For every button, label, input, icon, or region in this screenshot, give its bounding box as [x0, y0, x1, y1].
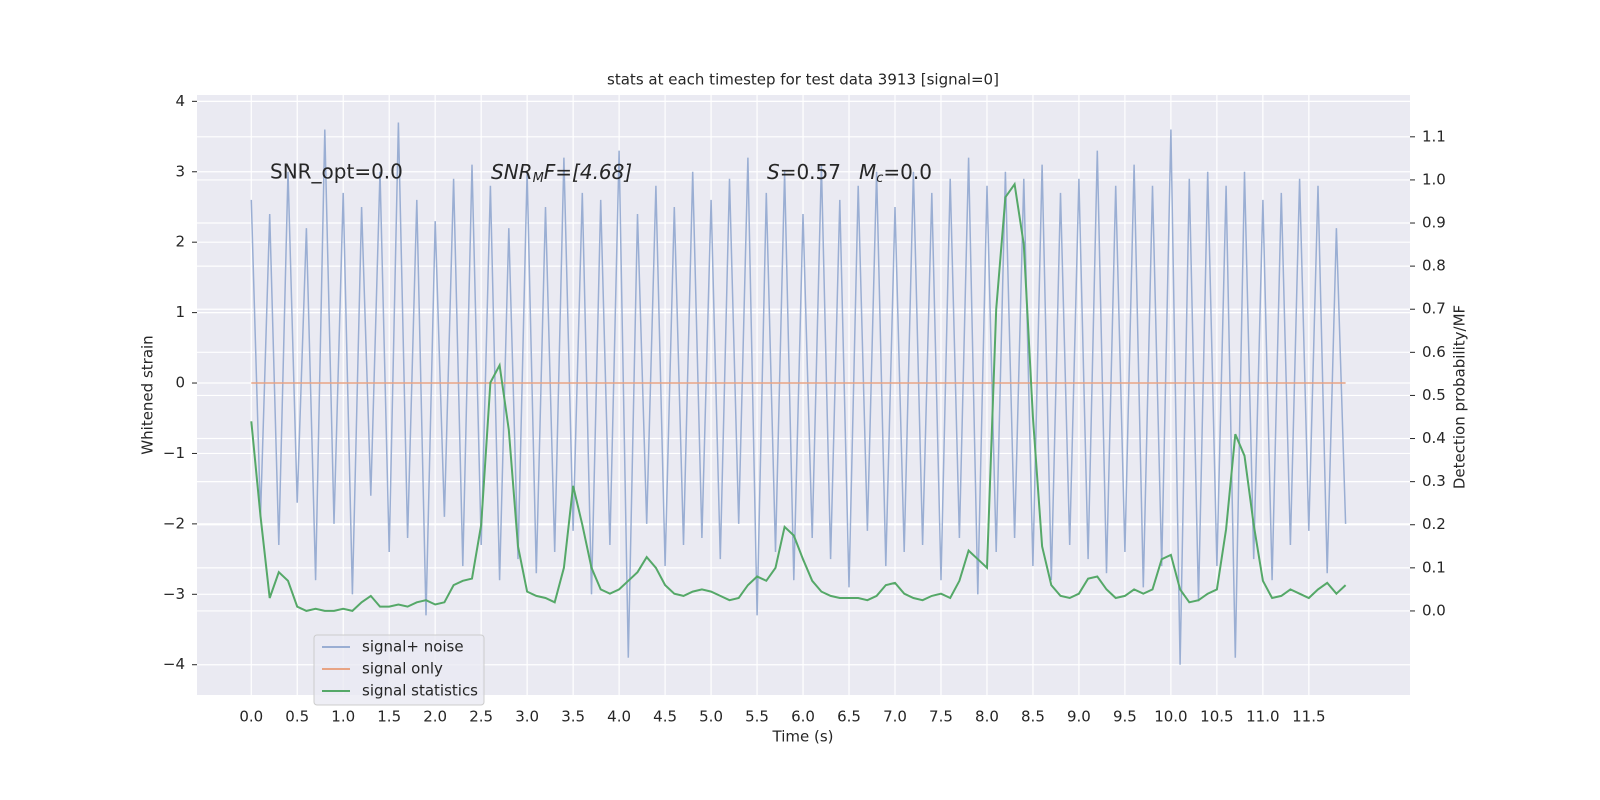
y2-tick-label: 0.6 — [1422, 343, 1446, 361]
x-tick-label: 6.0 — [791, 708, 815, 726]
x-tick-label: 0.0 — [239, 708, 263, 726]
x-tick-label: 8.5 — [1021, 708, 1045, 726]
legend-label: signal only — [362, 660, 443, 678]
y2-tick-label: 1.0 — [1422, 170, 1446, 188]
lines — [250, 122, 1347, 665]
annotation-part: SNR — [491, 160, 533, 184]
y2-tick-label: 0.7 — [1422, 300, 1446, 318]
x-tick-label: 11.0 — [1246, 708, 1279, 726]
series-line — [250, 122, 1347, 665]
x-tick-label: 3.5 — [561, 708, 585, 726]
x-tick-label: 7.0 — [883, 708, 907, 726]
y2-tick-label: 0.3 — [1422, 472, 1446, 490]
x-tick-label: 2.5 — [469, 708, 493, 726]
x-tick-label: 2.0 — [423, 708, 447, 726]
y-tick-label: 4 — [175, 92, 185, 110]
annotation: SNRMF=[4.68] — [491, 160, 632, 186]
y2-tick-label: 0.8 — [1422, 257, 1446, 275]
annotations: SNR_opt=0.0 SNRMF=[4.68] S=0.57 Mc=0.0 — [270, 160, 932, 186]
y-tick-label: 3 — [175, 162, 185, 180]
y-tick-label: −4 — [163, 655, 185, 673]
x-tick-label: 3.0 — [515, 708, 539, 726]
x-tick-label: 1.5 — [377, 708, 401, 726]
y2-tick-label: 0.2 — [1422, 515, 1446, 533]
x-tick-label: 10.0 — [1154, 708, 1187, 726]
x-tick-label: 9.5 — [1113, 708, 1137, 726]
x-tick-label: 10.5 — [1200, 708, 1233, 726]
x-tick-label: 5.5 — [745, 708, 769, 726]
chart-title: stats at each timestep for test data 391… — [607, 71, 999, 89]
axes: 0.0 0.5 1.0 1.5 2.0 2.5 3.0 3.5 4.0 4.5 5.0 5.5 6.0 6… — [163, 92, 1446, 726]
y2-tick-label: 0.0 — [1422, 601, 1446, 619]
y2-tick-label: 0.9 — [1422, 214, 1446, 232]
y-tick-label: −1 — [163, 444, 185, 462]
y-tick-label: 0 — [175, 374, 185, 392]
x-tick-label: 8.0 — [975, 708, 999, 726]
annotation: Mc=0.0 — [859, 160, 932, 186]
y2-axis-label: Detection probability/MF — [1451, 305, 1469, 489]
x-tick-label: 9.0 — [1067, 708, 1091, 726]
x-tick-label: 11.5 — [1292, 708, 1325, 726]
annotation-part: =0.57 — [780, 160, 841, 184]
x-tick-label: 4.5 — [653, 708, 677, 726]
legend: signal+ noise signal only signal statistic… — [313, 634, 485, 706]
annotation: SNR_opt=0.0 — [270, 160, 403, 184]
annotation-part: c — [876, 171, 883, 186]
y-tick-label: 2 — [175, 233, 185, 251]
y2-tick-label: 0.1 — [1422, 558, 1446, 576]
legend-box — [313, 634, 485, 706]
x-tick-label: 6.5 — [837, 708, 861, 726]
annotation-part: M — [533, 171, 544, 186]
y-tick-label: 1 — [175, 303, 185, 321]
y-tick-label: −2 — [163, 514, 185, 532]
annotation-part: M — [859, 160, 876, 184]
y2-tick-label: 1.1 — [1422, 127, 1446, 145]
y2-tick-label: 0.5 — [1422, 386, 1446, 404]
legend-label: signal+ noise — [362, 638, 464, 656]
x-tick-label: 5.0 — [699, 708, 723, 726]
x-tick-label: 7.5 — [929, 708, 953, 726]
annotation-part: S — [767, 160, 780, 184]
annotation-part: F=[4.68] — [544, 160, 632, 184]
y-axis-label: Whitened strain — [139, 335, 157, 454]
x-tick-label: 1.0 — [331, 708, 355, 726]
annotation-part: =0.0 — [883, 160, 932, 184]
y-tick-label: −3 — [163, 585, 185, 603]
x-tick-label: 4.0 — [607, 708, 631, 726]
x-tick-label: 0.5 — [285, 708, 309, 726]
series-line — [250, 181, 1347, 612]
y2-tick-label: 0.4 — [1422, 429, 1446, 447]
x-axis-label: Time (s) — [772, 728, 834, 746]
annotation: S=0.57 — [767, 160, 841, 184]
legend-label: signal statistics — [362, 682, 478, 700]
